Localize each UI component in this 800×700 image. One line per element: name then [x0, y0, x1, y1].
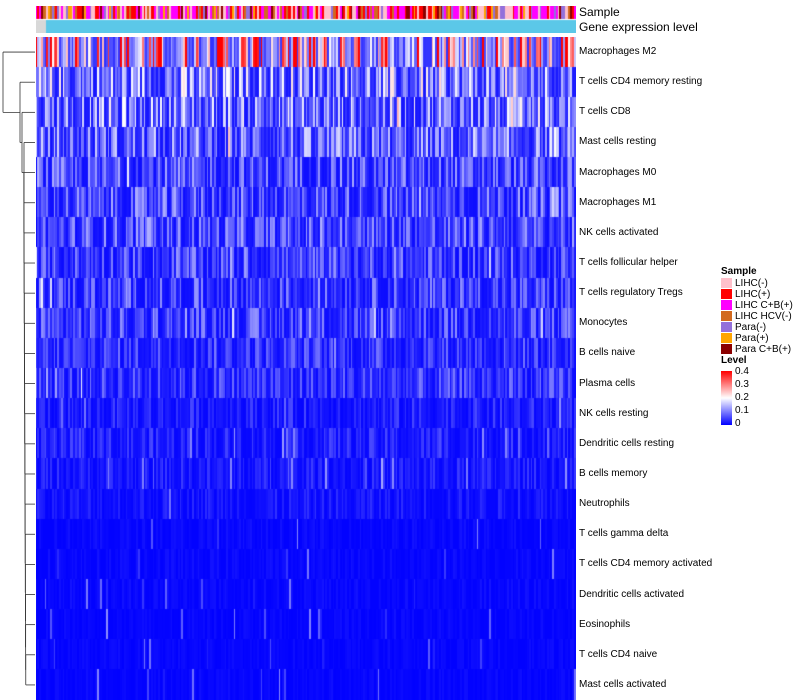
row-label: T cells CD4 naive [579, 649, 658, 660]
level-colorbar [721, 371, 732, 425]
legend-swatch [721, 344, 732, 354]
row-label: T cells follicular helper [579, 257, 678, 268]
level-tick-0.4: 0.4 [735, 366, 749, 377]
legend-sample-title: Sample [721, 266, 757, 277]
heatmap-grid [36, 37, 576, 700]
legend-sample-label: Para(+) [735, 333, 769, 344]
row-label: T cells CD4 memory activated [579, 558, 713, 569]
row-label: NK cells activated [579, 227, 659, 238]
row-label: Macrophages M1 [579, 197, 657, 208]
row-label: Macrophages M0 [579, 167, 657, 178]
annotation-label-gene-expression: Gene expression level [579, 20, 698, 34]
level-tick-0: 0 [735, 418, 741, 429]
level-tick-0.2: 0.2 [735, 392, 749, 403]
legend-sample-items: LIHC(-) LIHC(+) LIHC C+B(+) LIHC HCV(-) Para… [721, 278, 800, 355]
legend-sample-item: LIHC HCV(-) [721, 311, 800, 322]
row-label: B cells memory [579, 468, 648, 479]
legend-sample-label: LIHC HCV(-) [735, 311, 792, 322]
legend-sample-item: LIHC C+B(+) [721, 300, 800, 311]
legend-swatch [721, 300, 732, 310]
legend-swatch [721, 311, 732, 321]
row-label: Plasma cells [579, 378, 636, 389]
level-tick-0.1: 0.1 [735, 405, 749, 416]
legend-sample-label: Para(-) [735, 322, 767, 333]
row-label: B cells naive [579, 347, 636, 358]
row-label: Mast cells activated [579, 679, 667, 690]
annotation-tracks [36, 6, 576, 33]
legend-sample-item: LIHC(+) [721, 289, 800, 300]
legend-sample-item: Para(-) [721, 322, 800, 333]
row-label: T cells CD8 [579, 106, 631, 117]
row-label: Monocytes [579, 317, 628, 328]
row-label: NK cells resting [579, 408, 649, 419]
row-label: T cells regulatory Tregs [579, 287, 683, 298]
row-label: Eosinophils [579, 619, 631, 630]
row-label: Macrophages M2 [579, 46, 657, 57]
row-label: T cells gamma delta [579, 528, 669, 539]
annotation-label-sample: Sample [579, 5, 620, 19]
legend: Sample LIHC(-) LIHC(+) LIHC C+B(+) LIHC HCV… [721, 266, 800, 429]
legend-swatch [721, 278, 732, 288]
level-tick-0.3: 0.3 [735, 379, 749, 390]
row-label: Mast cells resting [579, 136, 657, 147]
row-label: T cells CD4 memory resting [579, 76, 703, 87]
row-label: Dendritic cells activated [579, 589, 685, 600]
legend-sample-item: Para C+B(+) [721, 344, 800, 355]
row-dendrogram [2, 51, 35, 686]
row-label: Neutrophils [579, 498, 630, 509]
legend-sample-item: LIHC(-) [721, 278, 800, 289]
row-label: Dendritic cells resting [579, 438, 675, 449]
legend-swatch [721, 322, 732, 332]
legend-sample-label: LIHC(-) [735, 278, 768, 289]
legend-level-scale: 0.4 0.3 0.2 0.1 0 [721, 366, 800, 429]
legend-swatch [721, 333, 732, 343]
legend-sample-label: Para C+B(+) [735, 344, 792, 355]
legend-level-title: Level [721, 355, 747, 366]
legend-sample-item: Para(+) [721, 333, 800, 344]
legend-sample-label: LIHC(+) [735, 289, 771, 300]
legend-sample-label: LIHC C+B(+) [735, 300, 793, 311]
legend-swatch [721, 289, 732, 299]
